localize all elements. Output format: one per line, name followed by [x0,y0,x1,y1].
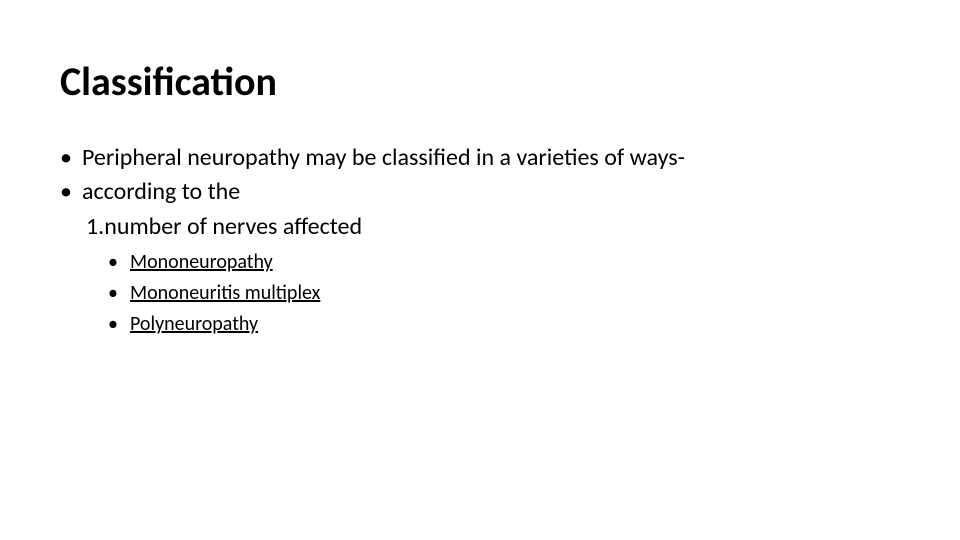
sub-bullet-3: • Polyneuropathy [108,311,900,338]
sub-bullet-group: • Mononeuropathy • Mononeuritis multiple… [60,249,900,338]
sub-bullet-text-2: Mononeuritis multiplex [130,280,320,307]
slide: Classification • Peripheral neuropathy m… [0,0,960,540]
bullet-line-2: • according to the [60,176,900,208]
bullet-line-1: • Peripheral neuropathy may be classifie… [60,142,900,174]
bullet-icon: • [108,311,130,338]
bullet-icon: • [60,142,82,174]
slide-body: • Peripheral neuropathy may be classifie… [60,142,900,338]
numbered-text-1: 1.number of nerves affected [86,212,362,241]
bullet-icon: • [108,280,130,307]
bullet-icon: • [108,249,130,276]
bullet-text-2: according to the [82,176,240,208]
bullet-icon: • [60,176,82,208]
sub-bullet-text-1: Mononeuropathy [130,249,273,276]
sub-bullet-1: • Mononeuropathy [108,249,900,276]
sub-bullet-2: • Mononeuritis multiplex [108,280,900,307]
slide-title: Classification [60,60,900,104]
bullet-text-1: Peripheral neuropathy may be classified … [82,142,685,174]
numbered-line-1: 1.number of nerves affected [60,211,900,243]
sub-bullet-text-3: Polyneuropathy [130,311,258,338]
